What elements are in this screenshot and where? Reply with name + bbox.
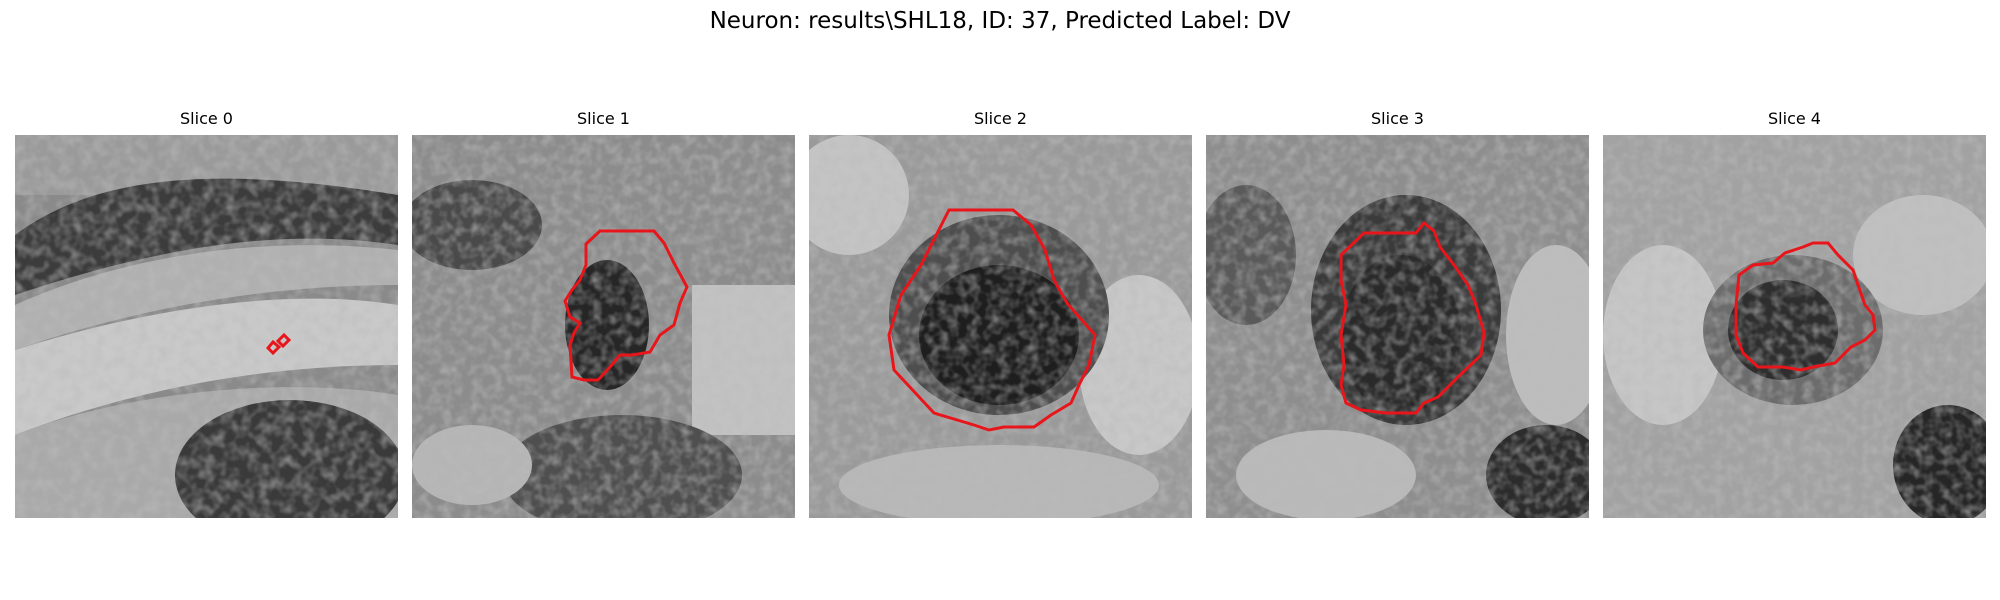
slice-title-3: Slice 3 [1371, 109, 1424, 128]
slice-title-2: Slice 2 [974, 109, 1027, 128]
contour-4 [1734, 241, 1877, 372]
contour-1 [563, 229, 689, 382]
slice-image-1 [412, 135, 795, 518]
slice-title-4: Slice 4 [1768, 109, 1821, 128]
contour-0 [265, 332, 292, 356]
slice-title-0: Slice 0 [180, 109, 233, 128]
slice-title-1: Slice 1 [577, 109, 630, 128]
slice-image-3 [1206, 135, 1589, 518]
contour-3 [1339, 220, 1486, 415]
slice-image-2 [809, 135, 1192, 518]
slice-image-0 [15, 135, 398, 518]
figure-title: Neuron: results\SHL18, ID: 37, Predicted… [709, 8, 1291, 34]
slice-image-4 [1603, 135, 1986, 518]
contour-2 [887, 208, 1097, 432]
